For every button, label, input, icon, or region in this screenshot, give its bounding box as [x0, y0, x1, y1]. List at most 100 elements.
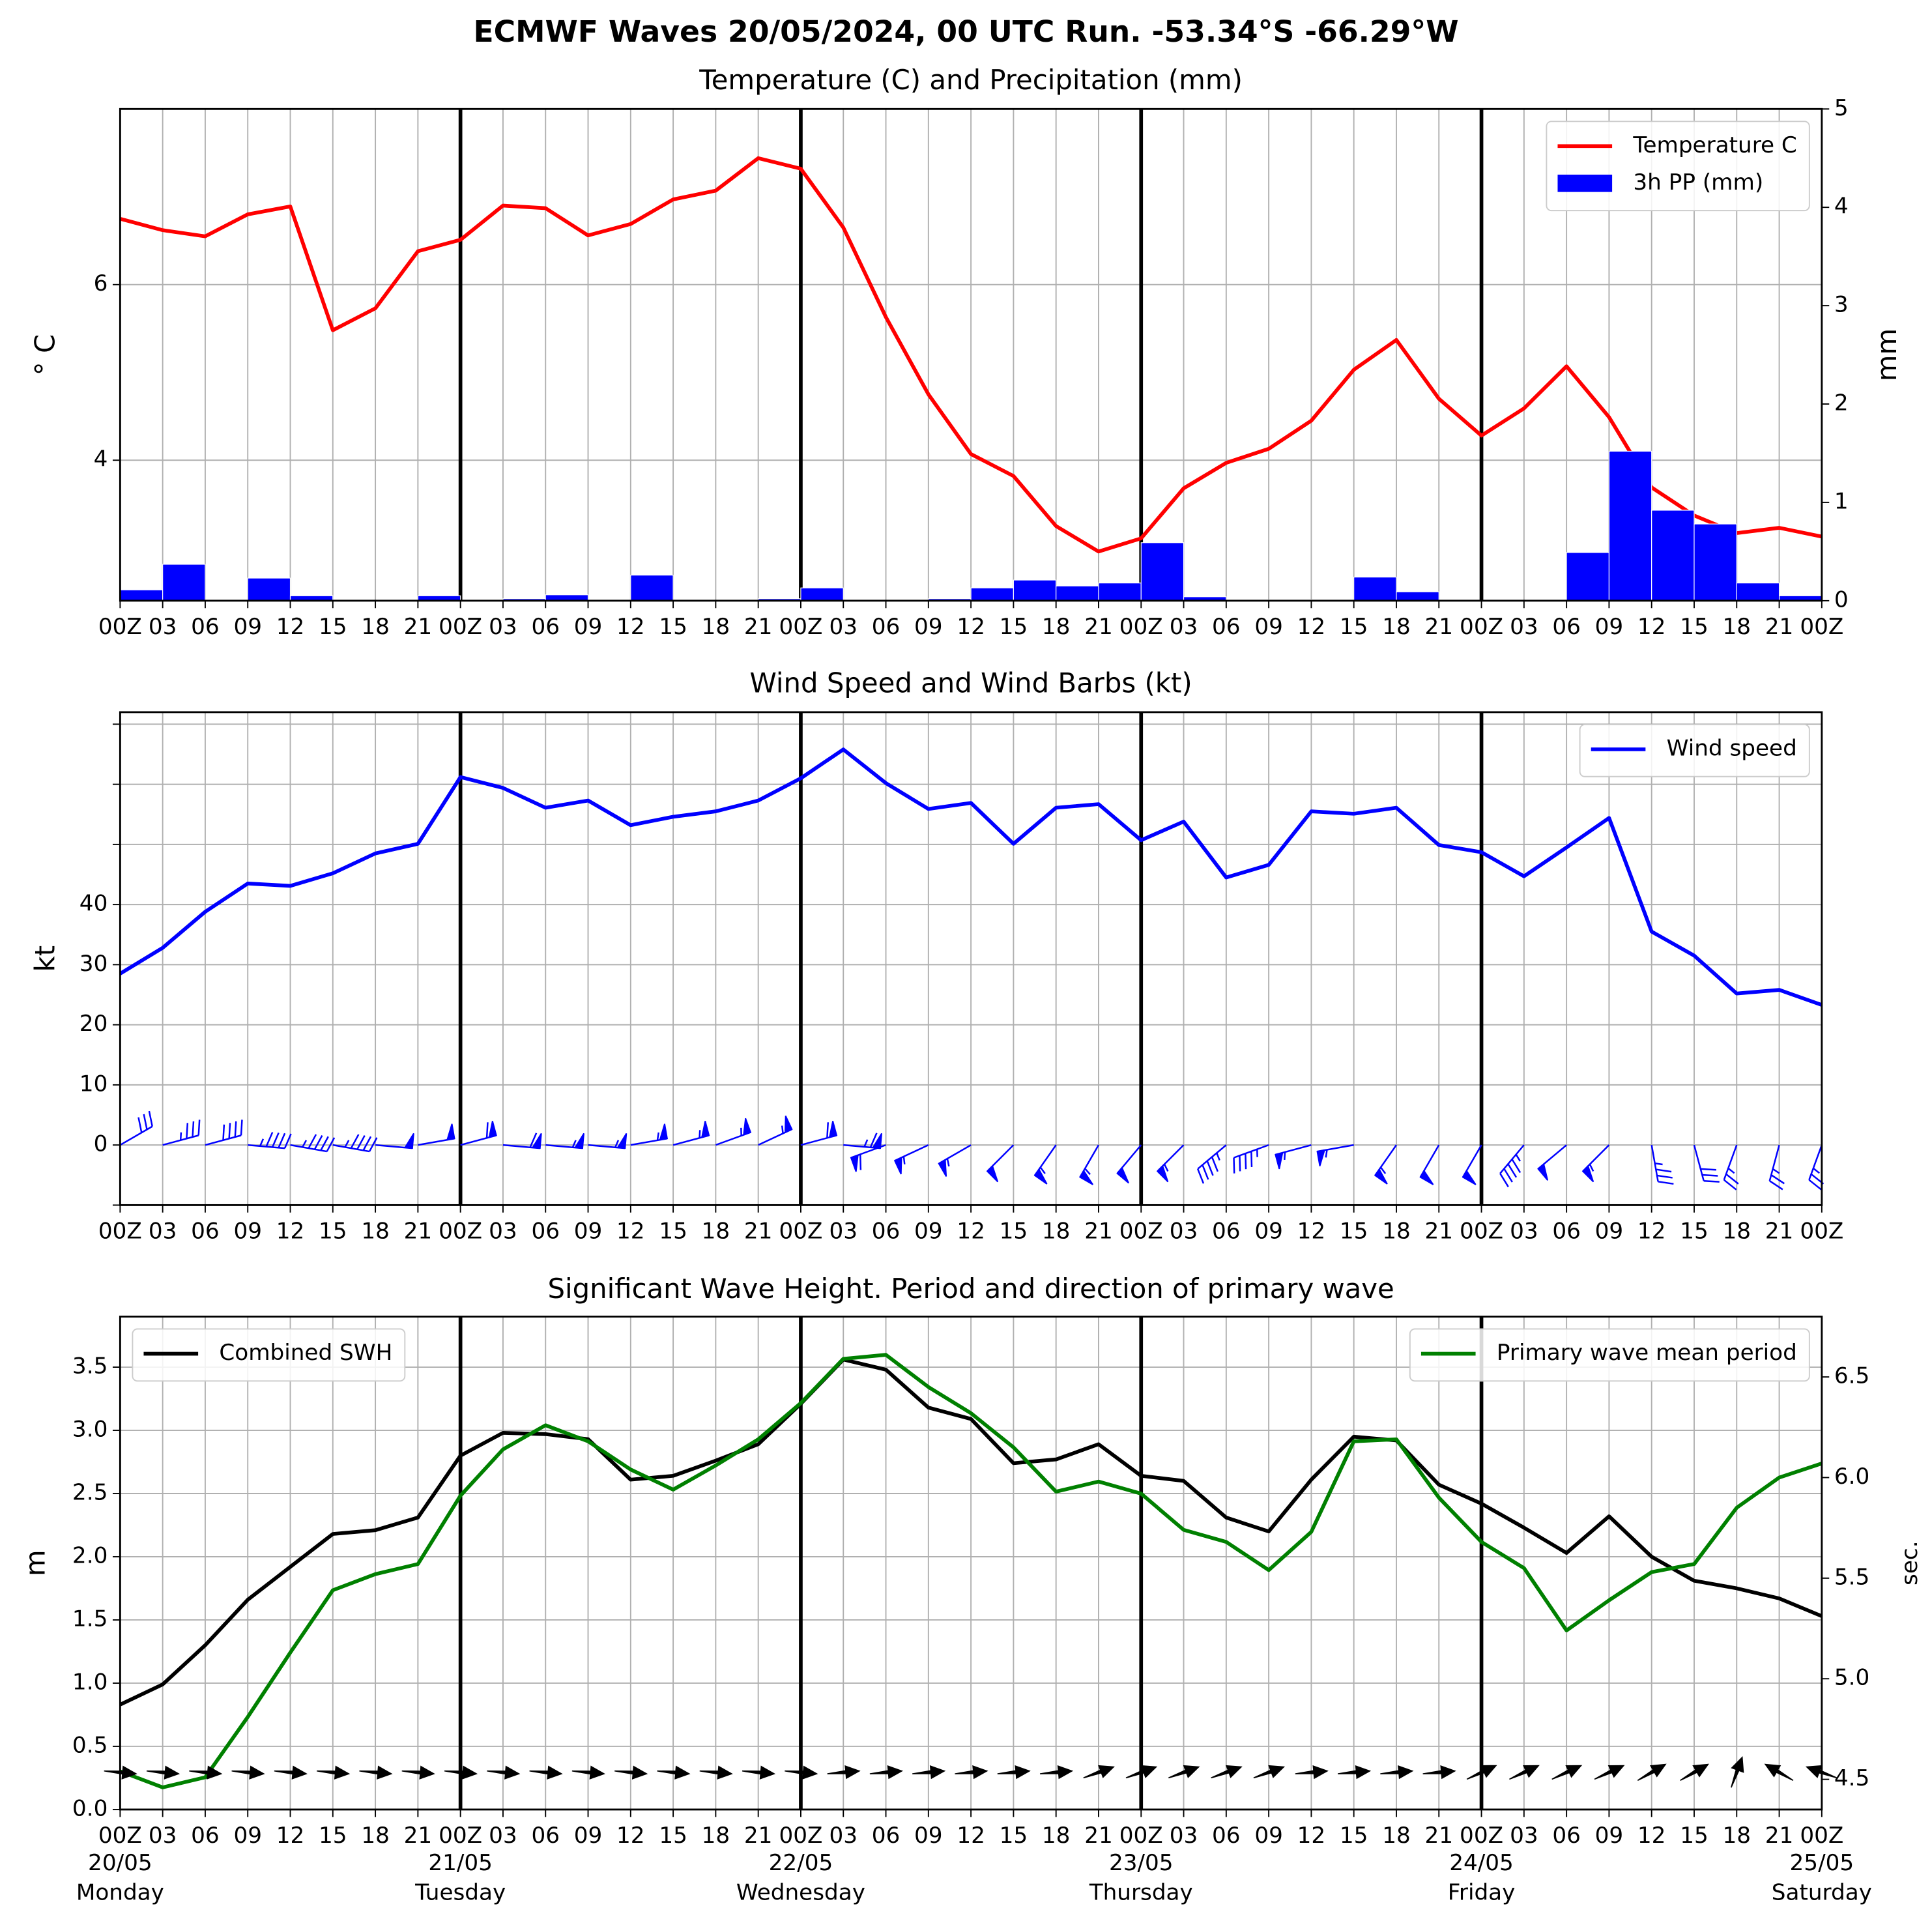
barb-flag [1116, 1166, 1129, 1184]
barb-flag [574, 1133, 584, 1149]
y-axis-label: kt [29, 946, 61, 972]
x-tick-label: 03 [489, 614, 517, 640]
y-tick-label: 3.5 [72, 1353, 108, 1379]
x-tick-label: 09 [1254, 1823, 1283, 1849]
wave-arrow [487, 1765, 521, 1780]
x-tick-label: 18 [361, 1823, 390, 1849]
weekday-label: Friday [1448, 1880, 1516, 1906]
x-tick-label: 06 [1212, 1219, 1241, 1245]
wind-barb [1723, 1144, 1739, 1191]
x-tick-label: 09 [574, 1219, 603, 1245]
wind-barb [758, 1115, 793, 1146]
y2-tick-label: 6.5 [1834, 1363, 1869, 1389]
wind-barb [1233, 1144, 1269, 1174]
wind-barb [1462, 1144, 1482, 1185]
wave-arrow [359, 1765, 393, 1780]
wind-barb [588, 1133, 627, 1149]
barb-flag [785, 1115, 793, 1134]
weekday-label: Thursday [1089, 1880, 1193, 1906]
x-tick-label: 03 [1510, 1823, 1538, 1849]
wind-barb [1808, 1144, 1824, 1191]
x-tick-label: 09 [1595, 614, 1624, 640]
x-tick-label: 06 [531, 614, 560, 640]
wind-barb [418, 1123, 455, 1146]
wind-barb [843, 1133, 882, 1149]
barb-shaft [1499, 1144, 1525, 1187]
x-tick-label: 03 [1170, 614, 1198, 640]
y-tick-label: 2.5 [72, 1480, 108, 1506]
x-tick-label: 06 [531, 1823, 560, 1849]
wind-barb [1079, 1144, 1100, 1185]
legend-box [1409, 1328, 1810, 1382]
x-tick-label: 12 [616, 1219, 645, 1245]
x-tick-label: 21 [744, 614, 773, 640]
barb-flag [1156, 1164, 1169, 1183]
date-label: 23/05 [1109, 1850, 1174, 1876]
wind-barb [1374, 1144, 1397, 1185]
precip-bar [630, 575, 674, 601]
date-label: 21/05 [428, 1850, 493, 1876]
x-tick-label: 15 [1340, 1823, 1368, 1849]
wave-arrow [1509, 1765, 1540, 1780]
y2-tick-label: 4 [1834, 194, 1849, 220]
x-tick-label: 06 [531, 1219, 560, 1245]
weekday-label: Wednesday [736, 1880, 865, 1906]
x-tick-label: 18 [1042, 1823, 1071, 1849]
barb-flag [403, 1133, 414, 1149]
x-tick-label: 21 [404, 1823, 433, 1849]
x-tick-label: 18 [1723, 614, 1752, 640]
precip-bar [1396, 591, 1439, 601]
x-tick-label: 21 [1765, 1219, 1794, 1245]
x-tick-label: 12 [957, 614, 985, 640]
x-tick-label: 21 [744, 1823, 773, 1849]
barb-flag [446, 1123, 455, 1141]
wind-barb [502, 1133, 542, 1149]
wind-barb [986, 1144, 1015, 1183]
wave-arrow [1466, 1765, 1497, 1780]
x-tick-label: 00Z [1460, 1219, 1503, 1245]
x-tick-label: 03 [149, 1823, 177, 1849]
x-tick-label: 09 [233, 1823, 262, 1849]
barb-shaft [1693, 1144, 1720, 1183]
x-tick-label: 09 [1595, 1219, 1624, 1245]
barb-flag [872, 1133, 882, 1149]
precip-bar [1608, 450, 1652, 601]
wave-arrow [614, 1765, 648, 1780]
figure-title: ECMWF Waves 20/05/2024, 00 UTC Run. -53.… [473, 14, 1458, 49]
wave-arrow [1337, 1765, 1372, 1780]
wind-barb [715, 1118, 752, 1146]
x-tick-label: 18 [1723, 1823, 1752, 1849]
barb-flag [700, 1121, 710, 1138]
x-tick-label: 06 [1552, 1219, 1581, 1245]
barb-shaft [1233, 1144, 1269, 1174]
barb-flag [1079, 1169, 1093, 1185]
barb-flag [828, 1121, 838, 1138]
wave-arrow [1680, 1763, 1709, 1781]
wind-barb [1156, 1144, 1185, 1183]
x-tick-label: 00Z [779, 1823, 822, 1849]
x-tick-label: 03 [829, 1219, 858, 1245]
wave-arrow [1125, 1765, 1158, 1779]
x-tick-label: 21 [1424, 614, 1453, 640]
precip-bar [800, 587, 844, 601]
wave-arrow [1083, 1765, 1115, 1779]
x-tick-label: 12 [276, 614, 305, 640]
barb-flag [986, 1164, 999, 1183]
barb-flag [488, 1121, 497, 1138]
x-tick-label: 00Z [1800, 1219, 1843, 1245]
wind-barb [460, 1121, 497, 1146]
y-tick-label: 1.5 [72, 1606, 108, 1632]
legend-swatch [1557, 175, 1613, 192]
y-tick-label: 1.0 [72, 1669, 108, 1695]
x-tick-label: 21 [1084, 1219, 1113, 1245]
wind-barb [850, 1144, 886, 1172]
x-tick-label: 00Z [1460, 614, 1503, 640]
barb-flag [938, 1159, 947, 1177]
x-tick-label: 00Z [1119, 1823, 1163, 1849]
wave-arrow [1253, 1765, 1286, 1779]
barb-shaft [1808, 1144, 1824, 1191]
x-tick-label: 00Z [779, 614, 822, 640]
precip-bar [1353, 577, 1397, 601]
x-tick-label: 18 [1382, 614, 1411, 640]
wind-barb [375, 1133, 414, 1149]
